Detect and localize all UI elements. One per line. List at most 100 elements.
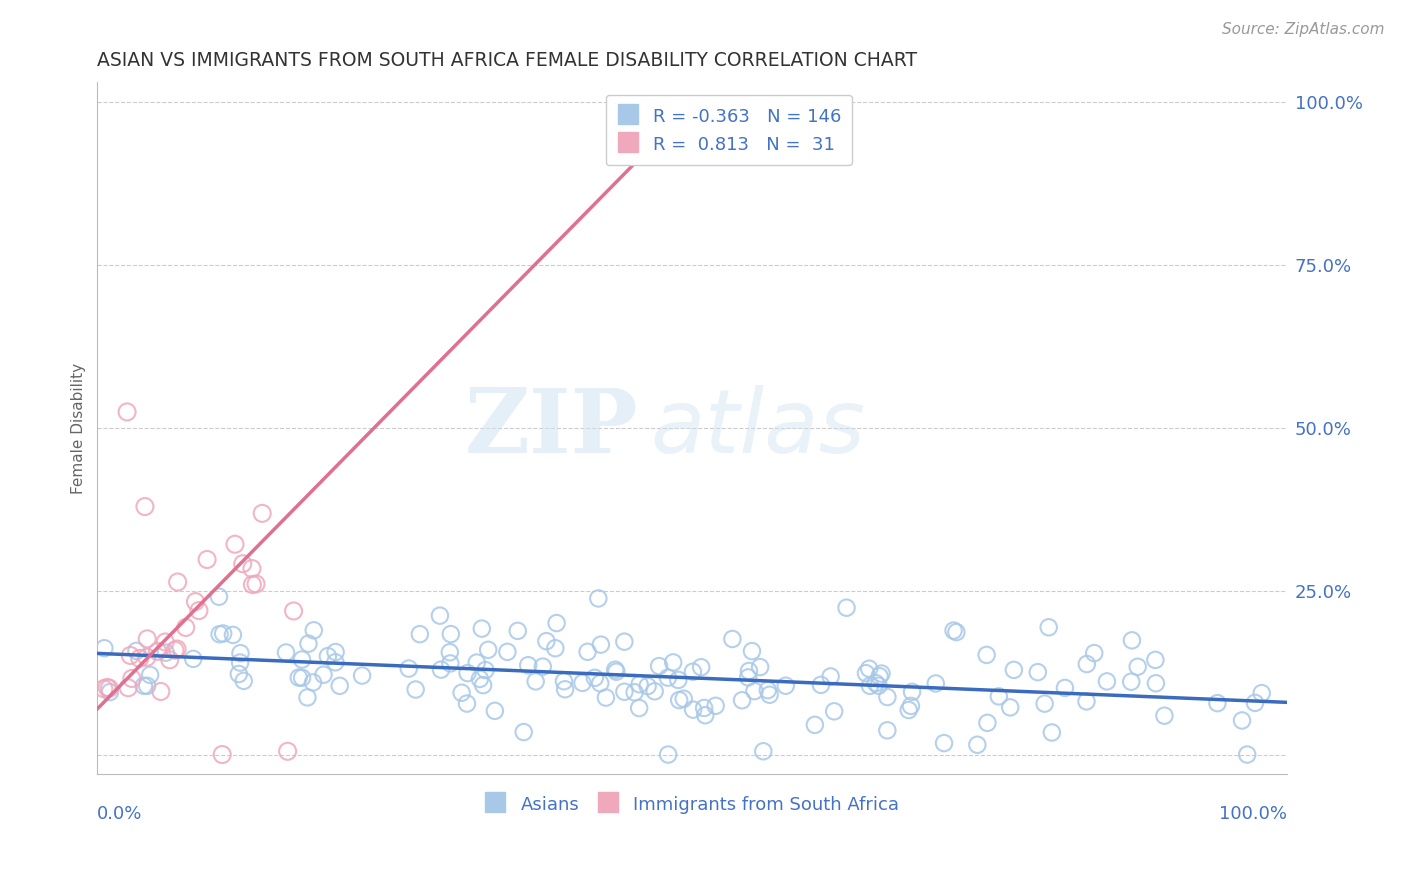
Point (132, 679, 155, 693)
Point (166, 642, 188, 657)
Point (859, 679, 882, 693)
Legend: Asians, Immigrants from South Africa: Asians, Immigrants from South Africa (475, 785, 908, 824)
Point (211, 747, 233, 762)
Text: 0.0%: 0.0% (97, 805, 143, 823)
Text: Source: ZipAtlas.com: Source: ZipAtlas.com (1222, 22, 1385, 37)
Point (865, 676, 887, 690)
Point (804, 718, 827, 732)
Point (287, 671, 309, 685)
Point (668, 693, 690, 707)
Point (291, 652, 314, 666)
Point (870, 666, 893, 681)
Point (517, 658, 540, 673)
Point (1206, 696, 1229, 710)
Point (1076, 694, 1098, 708)
Point (571, 676, 593, 690)
Point (613, 684, 636, 698)
Point (146, 644, 169, 658)
Point (121, 672, 143, 686)
Point (823, 704, 845, 718)
Point (1144, 676, 1167, 690)
Point (628, 701, 651, 715)
Point (128, 651, 150, 665)
Point (174, 620, 197, 634)
Point (496, 645, 519, 659)
Point (820, 669, 842, 683)
Point (1236, 747, 1258, 762)
Point (531, 659, 554, 673)
Point (976, 648, 998, 662)
Point (477, 642, 499, 657)
Point (648, 659, 671, 673)
Point (945, 625, 967, 640)
Point (738, 664, 761, 678)
Point (512, 725, 534, 739)
Point (242, 577, 264, 591)
Point (1033, 697, 1056, 711)
Point (472, 678, 495, 692)
Point (195, 552, 218, 566)
Point (987, 690, 1010, 704)
Point (900, 698, 922, 713)
Point (139, 668, 162, 682)
Point (1083, 646, 1105, 660)
Point (693, 701, 716, 715)
Point (1126, 659, 1149, 673)
Point (524, 674, 547, 689)
Point (737, 670, 759, 684)
Point (868, 679, 890, 693)
Point (1053, 681, 1076, 695)
Point (409, 627, 432, 641)
Point (329, 679, 352, 693)
Point (302, 624, 325, 638)
Point (721, 632, 744, 646)
Point (682, 703, 704, 717)
Point (136, 632, 159, 646)
Point (1038, 620, 1060, 634)
Point (613, 634, 636, 648)
Point (291, 671, 314, 685)
Point (1244, 696, 1267, 710)
Point (897, 703, 920, 717)
Point (134, 500, 156, 514)
Point (942, 624, 965, 638)
Point (1026, 665, 1049, 680)
Point (98, 685, 121, 699)
Point (465, 656, 488, 670)
Point (312, 667, 335, 681)
Point (149, 684, 172, 698)
Point (208, 590, 231, 604)
Point (858, 662, 880, 676)
Point (576, 645, 599, 659)
Point (1153, 708, 1175, 723)
Point (135, 650, 157, 665)
Point (637, 679, 659, 693)
Point (229, 646, 252, 660)
Point (657, 671, 679, 685)
Point (1250, 686, 1272, 700)
Point (232, 557, 254, 571)
Point (589, 676, 612, 690)
Point (925, 676, 948, 690)
Point (1230, 714, 1253, 728)
Point (457, 666, 479, 681)
Point (1095, 674, 1118, 689)
Point (901, 685, 924, 699)
Point (429, 608, 451, 623)
Point (749, 660, 772, 674)
Point (1002, 663, 1025, 677)
Point (876, 723, 898, 738)
Point (439, 657, 461, 671)
Point (976, 715, 998, 730)
Point (117, 681, 139, 695)
Point (405, 682, 427, 697)
Point (554, 682, 576, 697)
Point (966, 738, 988, 752)
Point (297, 637, 319, 651)
Point (277, 744, 299, 758)
Point (136, 679, 159, 693)
Point (93, 681, 115, 696)
Point (229, 656, 252, 670)
Point (690, 660, 713, 674)
Point (741, 644, 763, 658)
